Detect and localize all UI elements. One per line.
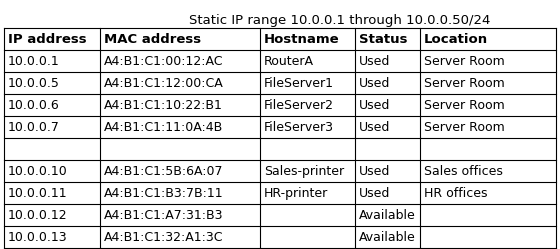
Text: FileServer1: FileServer1: [264, 76, 334, 89]
Text: A4:B1:C1:32:A1:3C: A4:B1:C1:32:A1:3C: [104, 231, 223, 244]
Text: Used: Used: [359, 121, 390, 133]
Text: A4:B1:C1:B3:7B:11: A4:B1:C1:B3:7B:11: [104, 187, 223, 199]
Text: 10.0.0.1: 10.0.0.1: [8, 55, 60, 67]
Text: Available: Available: [359, 208, 416, 222]
Text: Used: Used: [359, 187, 390, 199]
Text: A4:B1:C1:10:22:B1: A4:B1:C1:10:22:B1: [104, 99, 223, 112]
Text: Sales-printer: Sales-printer: [264, 165, 344, 178]
Text: Static IP range 10.0.0.1 through 10.0.0.50/24: Static IP range 10.0.0.1 through 10.0.0.…: [189, 14, 491, 27]
Text: Server Room: Server Room: [424, 55, 505, 67]
Text: MAC address: MAC address: [104, 33, 201, 46]
Text: Hostname: Hostname: [264, 33, 339, 46]
Text: HR-printer: HR-printer: [264, 187, 328, 199]
Text: 10.0.0.13: 10.0.0.13: [8, 231, 68, 244]
Text: FileServer2: FileServer2: [264, 99, 334, 112]
Text: Server Room: Server Room: [424, 99, 505, 112]
Text: Used: Used: [359, 76, 390, 89]
Text: A4:B1:C1:00:12:AC: A4:B1:C1:00:12:AC: [104, 55, 223, 67]
Text: RouterA: RouterA: [264, 55, 314, 67]
Text: Available: Available: [359, 231, 416, 244]
Text: 10.0.0.12: 10.0.0.12: [8, 208, 68, 222]
Text: A4:B1:C1:11:0A:4B: A4:B1:C1:11:0A:4B: [104, 121, 223, 133]
Text: Server Room: Server Room: [424, 76, 505, 89]
Text: Used: Used: [359, 99, 390, 112]
Text: Used: Used: [359, 165, 390, 178]
Text: 10.0.0.10: 10.0.0.10: [8, 165, 68, 178]
Text: Location: Location: [424, 33, 488, 46]
Text: 10.0.0.5: 10.0.0.5: [8, 76, 60, 89]
Text: HR offices: HR offices: [424, 187, 488, 199]
Text: A4:B1:C1:A7:31:B3: A4:B1:C1:A7:31:B3: [104, 208, 223, 222]
Text: Status: Status: [359, 33, 408, 46]
Text: IP address: IP address: [8, 33, 87, 46]
Text: Sales offices: Sales offices: [424, 165, 503, 178]
Text: A4:B1:C1:5B:6A:07: A4:B1:C1:5B:6A:07: [104, 165, 223, 178]
Text: 10.0.0.6: 10.0.0.6: [8, 99, 60, 112]
Text: 10.0.0.7: 10.0.0.7: [8, 121, 60, 133]
Text: A4:B1:C1:12:00:CA: A4:B1:C1:12:00:CA: [104, 76, 224, 89]
Text: Used: Used: [359, 55, 390, 67]
Text: FileServer3: FileServer3: [264, 121, 334, 133]
Text: Server Room: Server Room: [424, 121, 505, 133]
Text: 10.0.0.11: 10.0.0.11: [8, 187, 68, 199]
